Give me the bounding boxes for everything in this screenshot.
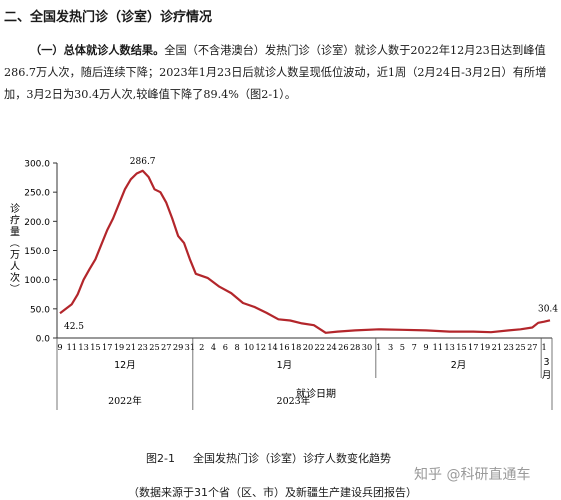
y-tick-label: 250.0 (24, 189, 50, 199)
x-tick-label: 29 (173, 342, 183, 352)
year-label-2023: 2023年 (277, 395, 311, 407)
y-tick-label: 50.0 (30, 305, 50, 315)
x-tick-label: 11 (433, 342, 443, 352)
month-label: 2月 (451, 360, 467, 371)
paragraph-body: 全国（不含港澳台）发热门诊（诊室）就诊人数于2022年12月23日达到峰值286… (4, 44, 547, 101)
y-axis-label: 诊疗量（ 万人次） (8, 202, 20, 294)
y-label-char: 疗 (10, 214, 20, 227)
x-tick-label: 1 (541, 342, 546, 352)
x-tick-label: 27 (161, 342, 171, 352)
x-tick-label: 31 (185, 342, 195, 352)
x-tick-label: 8 (234, 342, 239, 352)
y-label-char: （ (8, 238, 20, 248)
x-tick-label: 2 (199, 342, 204, 352)
y-tick-label: 200.0 (24, 218, 50, 228)
y-label-char: 次 (10, 271, 20, 284)
x-tick-label: 3 (388, 342, 393, 352)
annotation-peak: 286.7 (130, 157, 156, 167)
x-tick-label: 15 (90, 342, 100, 352)
figure-caption: 图2-1 全国发热门诊（诊室）诊疗人数变化趋势 (146, 450, 391, 466)
x-tick-label: 5 (400, 342, 405, 352)
x-tick-label: 17 (468, 342, 478, 352)
annotation-start: 42.5 (64, 322, 84, 332)
x-tick-label: 30 (362, 342, 372, 352)
y-label-char: 人 (10, 261, 20, 273)
watermark-text: 知乎 @科研直通车 (414, 467, 531, 483)
month-label: 1月 (277, 360, 293, 371)
x-tick-label: 6 (223, 342, 228, 352)
y-tick-label: 0.0 (36, 335, 51, 345)
x-tick-label: 13 (444, 342, 454, 352)
x-tick-label: 15 (456, 342, 466, 352)
x-tick-label: 13 (78, 342, 88, 352)
month-label: 12月 (114, 360, 136, 371)
x-tick-label: 11 (67, 342, 77, 352)
year-label-2022: 2022年 (108, 395, 142, 407)
x-tick-label: 14 (267, 342, 277, 352)
figure-source: （数据来源于31个省（区、市）及新疆生产建设兵团报告） (128, 486, 417, 499)
x-tick-label: 18 (291, 342, 301, 352)
x-tick-label: 9 (57, 342, 62, 352)
figure-title: 全国发热门诊（诊室）诊疗人数变化趋势 (192, 452, 391, 465)
x-tick-label: 27 (527, 342, 537, 352)
x-tick-label: 20 (303, 342, 313, 352)
x-tick-label: 17 (102, 342, 112, 352)
x-tick-label: 28 (350, 342, 360, 352)
x-tick-label: 7 (412, 342, 417, 352)
y-axis-ticks: 0.0 50.0 100.0 150.0 200.0 250.0 300.0 (24, 160, 57, 345)
x-tick-label: 19 (480, 342, 490, 352)
x-axis-ticks: 9 11 13 15 17 19 21 23 25 27 29 31 2 4 6 8 10 12 14 16 18 20 2… (56, 338, 553, 410)
x-tick-label: 9 (423, 342, 428, 352)
x-tick-label: 21 (126, 342, 136, 352)
y-tick-label: 100.0 (24, 276, 50, 286)
x-tick-label: 25 (515, 342, 525, 352)
x-tick-label: 26 (338, 342, 348, 352)
figure-number: 图2-1 (146, 452, 175, 465)
x-tick-label: 21 (492, 342, 502, 352)
y-label-char: 万 (10, 250, 20, 261)
x-tick-label: 4 (211, 342, 216, 352)
y-tick-label: 150.0 (24, 247, 50, 257)
x-tick-label: 23 (503, 342, 513, 352)
paragraph-lead: （一）总体就诊人数结果。 (30, 44, 165, 57)
annotation-end: 30.4 (538, 304, 558, 314)
summary-paragraph: （一）总体就诊人数结果。全国（不含港澳台）发热门诊（诊室）就诊人数于2022年1… (4, 40, 556, 106)
y-label-char: 量 (10, 226, 20, 238)
chart-axes (56, 163, 552, 339)
x-tick-label: 16 (279, 342, 289, 352)
x-tick-label: 10 (244, 342, 254, 352)
x-tick-label: 25 (149, 342, 159, 352)
x-tick-label: 12 (256, 342, 266, 352)
x-axis-label: 就诊日期 (296, 387, 336, 400)
y-label-char: ） (8, 284, 20, 294)
x-tick-label: 22 (315, 342, 325, 352)
data-annotations: 42.5 286.7 30.4 (64, 157, 558, 332)
y-tick-label: 300.0 (24, 160, 50, 170)
x-tick-label: 19 (114, 342, 124, 352)
series-line (59, 169, 551, 334)
section-heading: 二、全国发热门诊（诊室）诊疗情况 (4, 10, 213, 25)
x-tick-label: 23 (137, 342, 147, 352)
x-tick-label: 24 (326, 342, 336, 352)
y-label-char: 诊 (10, 202, 20, 215)
x-tick-label: 1 (376, 342, 381, 352)
